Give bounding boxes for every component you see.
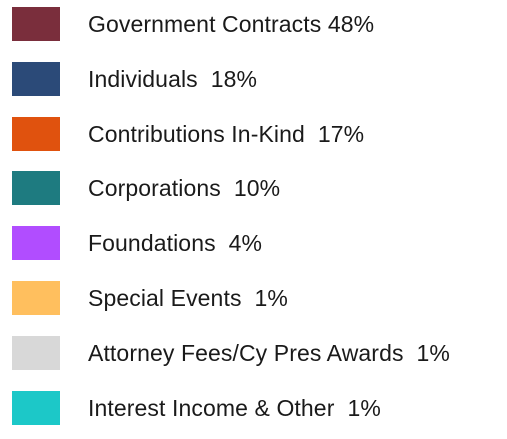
legend-item: Individuals 18% (12, 61, 257, 97)
legend-item: Attorney Fees/Cy Pres Awards 1% (12, 335, 450, 371)
legend-item: Special Events 1% (12, 280, 288, 316)
legend-swatch (12, 7, 60, 41)
legend-label: Individuals 18% (88, 65, 258, 92)
legend-label: Attorney Fees/Cy Pres Awards 1% (88, 339, 450, 366)
legend-swatch (12, 61, 60, 96)
legend-label: Corporations 10% (88, 175, 281, 202)
legend-swatch (12, 390, 60, 425)
legend-swatch (12, 281, 60, 315)
legend-item: Contributions In-Kind 17% (12, 116, 364, 152)
legend-item: Interest Income & Other 1% (12, 390, 381, 426)
legend-label: Contributions In-Kind 17% (88, 120, 365, 147)
legend-label: Foundations 4% (88, 230, 263, 257)
legend-swatch (12, 335, 60, 370)
legend-label: Interest Income & Other 1% (88, 394, 381, 421)
legend-swatch (12, 116, 60, 151)
legend-swatch (12, 171, 60, 206)
legend-label: Special Events 1% (88, 285, 288, 311)
legend-item: Government Contracts 48% (12, 6, 374, 42)
legend-item: Corporations 10% (12, 170, 280, 206)
legend-label: Government Contracts 48% (88, 11, 375, 37)
legend-swatch (12, 226, 60, 261)
legend-item: Foundations 4% (12, 225, 262, 261)
